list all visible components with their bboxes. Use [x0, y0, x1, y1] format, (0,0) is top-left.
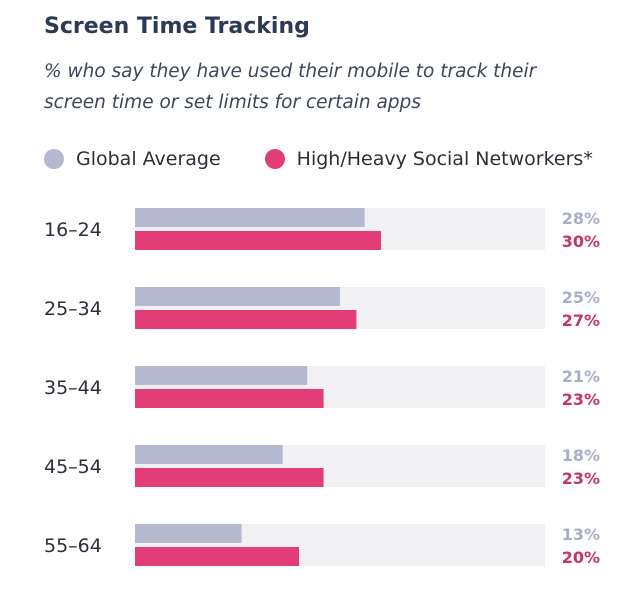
bar-group: 45–54 18% 23% [44, 445, 600, 488]
bar-group: 16–24 28% 30% [44, 208, 600, 251]
chart-subtitle: % who say they have used their mobile to… [44, 56, 604, 118]
value-label-global-average: 21% [562, 367, 600, 386]
bar-global-average [135, 208, 365, 227]
value-label-heavy-social-networkers: 20% [562, 548, 600, 567]
bar-global-average [135, 445, 283, 464]
legend-dot-heavy-social-networkers [264, 149, 285, 169]
legend-label-global-average: Global Average [76, 148, 221, 170]
bar-heavy-social-networkers [135, 547, 299, 566]
value-label-global-average: 13% [562, 525, 600, 544]
legend-item-global-average: Global Average [44, 148, 221, 170]
bar-global-average [135, 287, 340, 306]
value-label-heavy-social-networkers: 23% [562, 469, 600, 488]
subtitle-line-2: screen time or set limits for certain ap… [44, 92, 421, 113]
bar-heavy-social-networkers [135, 468, 324, 487]
bar-global-average [135, 366, 308, 385]
bar-heavy-social-networkers [135, 310, 357, 329]
category-label: 45–54 [44, 456, 102, 478]
value-label-global-average: 18% [562, 446, 600, 465]
bar-heavy-social-networkers [135, 231, 381, 250]
legend-dot-global-average [44, 149, 64, 169]
legend-item-heavy-social-networkers: High/Heavy Social Networkers* [264, 148, 593, 170]
value-label-heavy-social-networkers: 30% [562, 232, 600, 251]
value-label-heavy-social-networkers: 27% [562, 311, 600, 330]
bar-group: 25–34 25% 27% [44, 287, 600, 330]
bar-group: 55–64 13% 20% [44, 524, 600, 567]
chart-title: Screen Time Tracking [44, 14, 310, 39]
legend-label-heavy-social-networkers: High/Heavy Social Networkers* [296, 148, 593, 170]
legend: Global Average High/Heavy Social Network… [44, 148, 637, 170]
category-label: 35–44 [44, 377, 102, 399]
category-label: 55–64 [44, 535, 102, 557]
category-label: 16–24 [44, 219, 102, 241]
category-label: 25–34 [44, 298, 102, 320]
value-label-global-average: 28% [562, 209, 600, 228]
bar-heavy-social-networkers [135, 389, 324, 408]
subtitle-line-1: % who say they have used their mobile to… [44, 61, 537, 82]
value-label-heavy-social-networkers: 23% [562, 390, 600, 409]
bar-group: 35–44 21% 23% [44, 366, 600, 409]
value-label-global-average: 25% [562, 288, 600, 307]
bar-global-average [135, 524, 242, 543]
